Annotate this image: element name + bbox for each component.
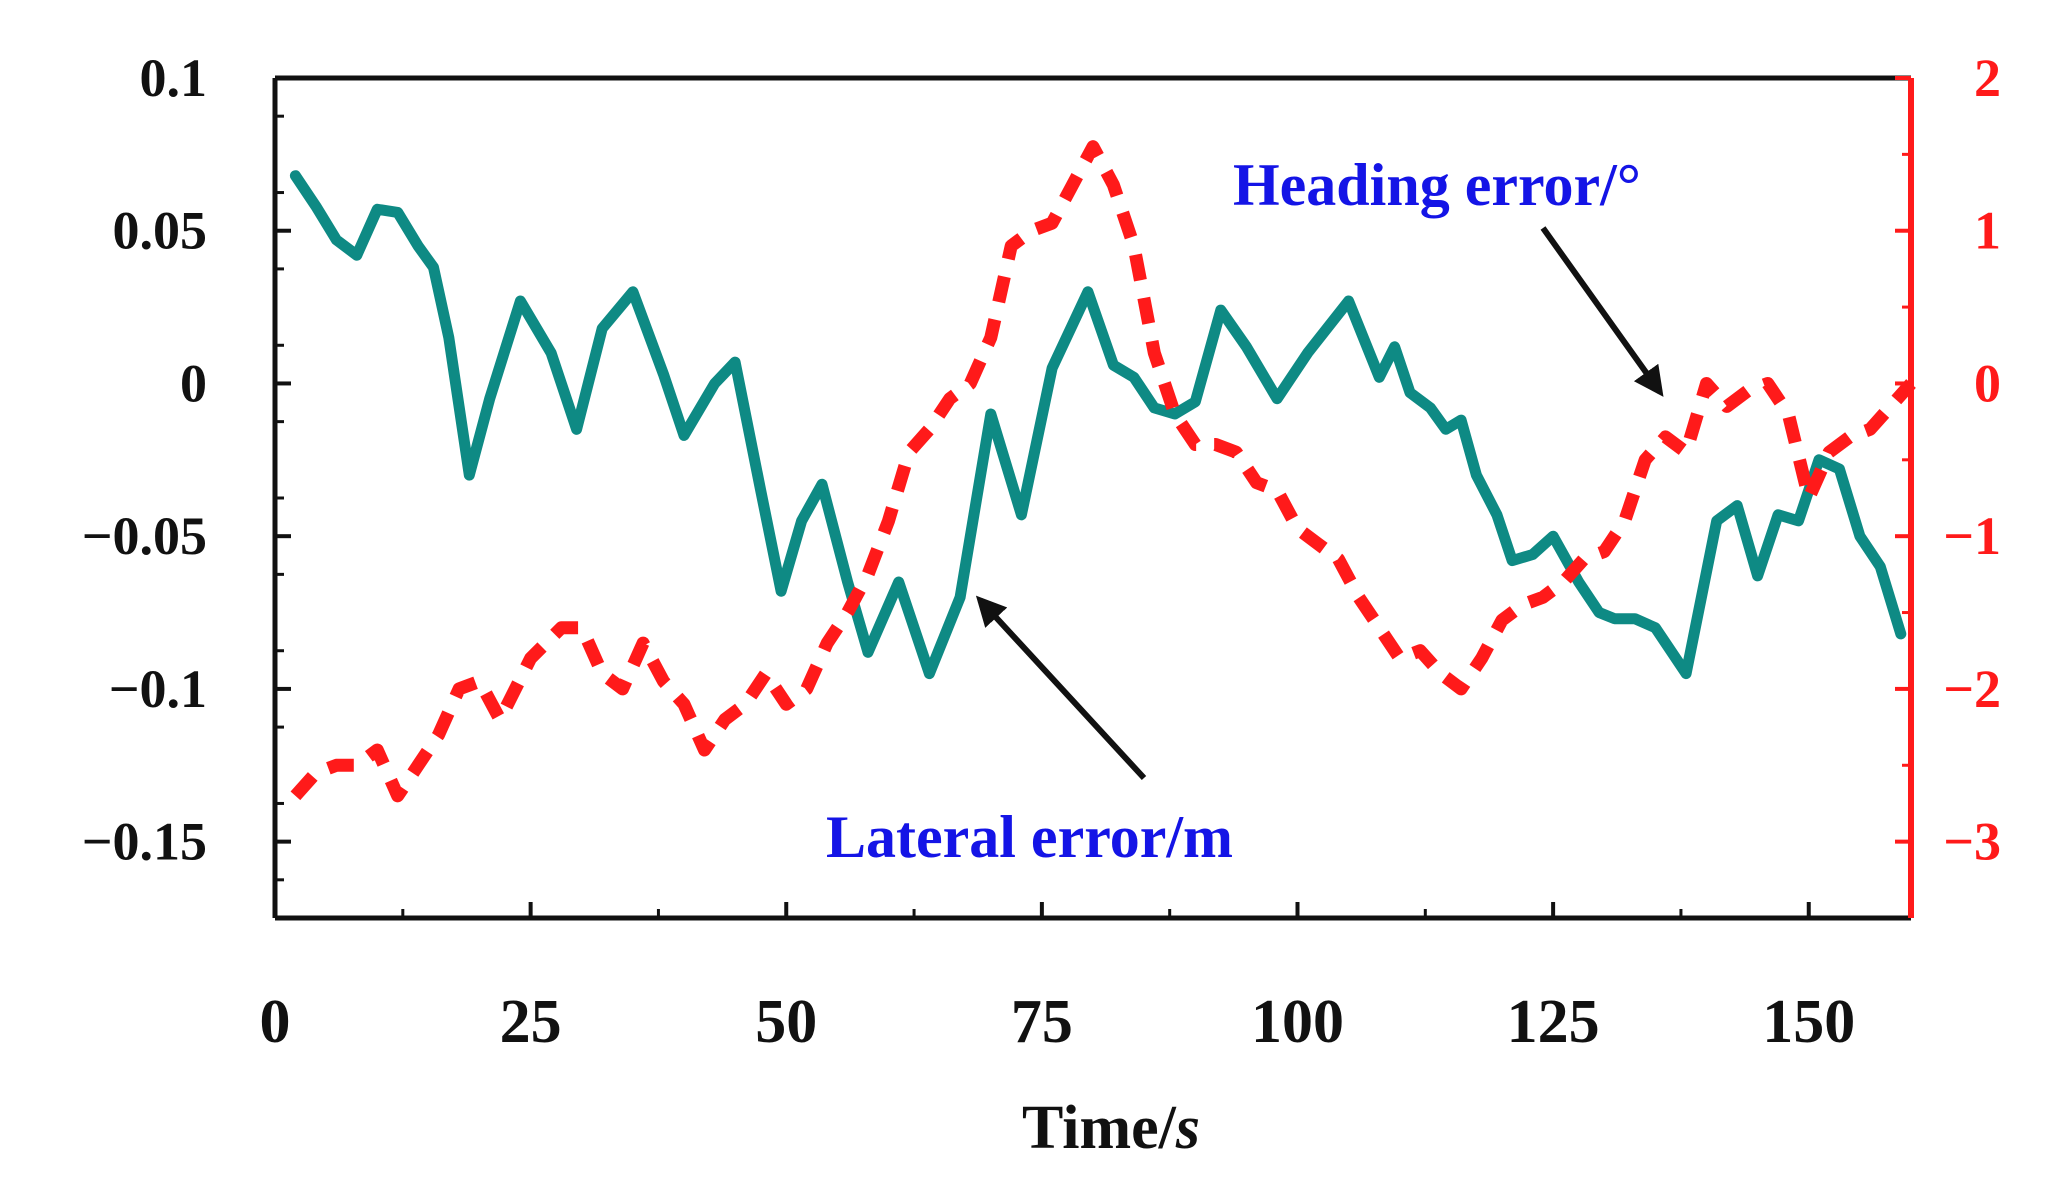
right-tick-label: 1	[1974, 201, 2001, 261]
x-tick-label: 100	[1251, 988, 1344, 1056]
x-axis: 0 25 50 75 100 125 150	[260, 902, 1855, 1056]
x-tick-label: 25	[500, 988, 562, 1056]
x-tick-label: 75	[1011, 988, 1073, 1056]
x-axis-label-unit: s	[1175, 1094, 1200, 1162]
heading-error-label: Heading error/°	[1233, 152, 1641, 218]
left-tick-label: 0.1	[140, 48, 208, 108]
left-tick-label: −0.15	[82, 812, 207, 872]
lateral-error-label: Lateral error/m	[826, 804, 1233, 870]
right-tick-label: 0	[1974, 353, 2001, 413]
plot-frame	[272, 75, 1914, 921]
heading-error-line	[290, 140, 1916, 803]
left-tick-label: −0.1	[109, 659, 207, 719]
right-tick-label: −2	[1943, 659, 2001, 719]
right-axis: 2 1 0 −1 −2 −3	[1895, 48, 2001, 872]
left-tick-label: 0	[180, 353, 207, 413]
right-tick-label: −1	[1943, 506, 2001, 566]
right-tick-label: 2	[1974, 48, 2001, 108]
right-tick-label: −3	[1943, 812, 2001, 872]
annotation-layer: Heading error/° Lateral error/m	[826, 152, 1664, 870]
x-axis-label: Time/s	[1022, 1094, 1200, 1162]
left-tick-label: 0.05	[113, 201, 208, 261]
heading-error-arrow	[1540, 226, 1664, 397]
lateral-error-line	[289, 170, 1907, 680]
x-tick-label: 0	[260, 988, 291, 1056]
left-axis: 0.1 0.05 0 −0.05 −0.1 −0.15	[82, 48, 291, 882]
x-tick-label: 50	[755, 988, 817, 1056]
series-layer	[289, 140, 1916, 803]
lateral-error-arrow	[975, 595, 1147, 781]
left-tick-label: −0.05	[82, 506, 207, 566]
x-tick-label: 125	[1507, 988, 1600, 1056]
x-axis-label-main: Time/	[1022, 1094, 1177, 1162]
x-tick-label: 150	[1762, 988, 1855, 1056]
